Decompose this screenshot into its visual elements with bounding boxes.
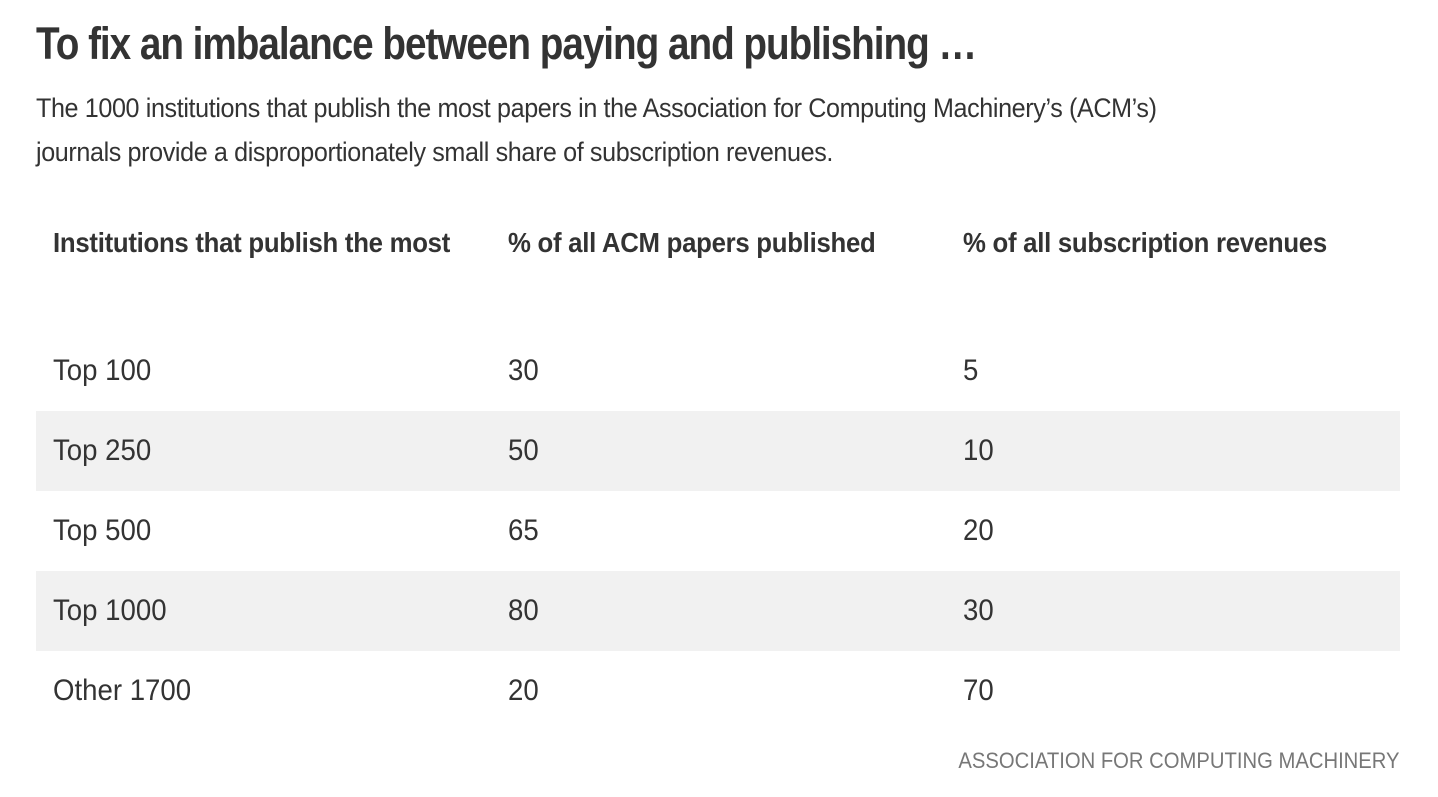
column-header-subscription-revenues: % of all subscription revenues — [963, 227, 1327, 258]
column-header-institutions: Institutions that publish the most — [53, 227, 451, 258]
cell-papers-pct: 65 — [508, 514, 539, 547]
chart-subtitle: The 1000 institutions that publish the m… — [36, 86, 1416, 174]
cell-revenue-pct: 70 — [963, 674, 994, 707]
source-credit: ASSOCIATION FOR COMPUTING MACHINERY — [958, 748, 1400, 773]
cell-institution: Other 1700 — [53, 674, 192, 707]
cell-institution: Top 500 — [53, 514, 152, 547]
cell-papers-pct: 50 — [491, 411, 946, 491]
data-table: Institutions that publish the most % of … — [36, 219, 1400, 731]
table-row: Other 1700 20 70 — [36, 651, 1400, 731]
table-header-row: Institutions that publish the most % of … — [36, 219, 1400, 331]
table-row: Top 100 30 5 — [36, 331, 1400, 411]
cell-papers-pct: 30 — [508, 354, 539, 387]
table-row: Top 500 65 20 — [36, 491, 1400, 571]
cell-revenue-pct: 20 — [963, 514, 994, 547]
cell-revenue-pct: 30 — [946, 571, 1400, 651]
cell-revenue-pct: 5 — [963, 354, 979, 387]
table-row: Top 1000 80 30 — [36, 571, 1400, 651]
table-row: Top 250 50 10 — [36, 411, 1400, 491]
column-header-papers-published: % of all ACM papers published — [508, 227, 876, 258]
cell-papers-pct: 20 — [508, 674, 539, 707]
cell-institution: Top 100 — [53, 354, 152, 387]
cell-revenue-pct: 10 — [946, 411, 1400, 491]
subtitle-line: The 1000 institutions that publish the m… — [36, 93, 1157, 123]
subtitle-line: journals provide a disproportionately sm… — [36, 137, 833, 167]
cell-institution: Top 250 — [36, 411, 491, 491]
chart-title: To fix an imbalance between paying and p… — [36, 18, 977, 69]
cell-institution: Top 1000 — [36, 571, 491, 651]
cell-papers-pct: 80 — [491, 571, 946, 651]
